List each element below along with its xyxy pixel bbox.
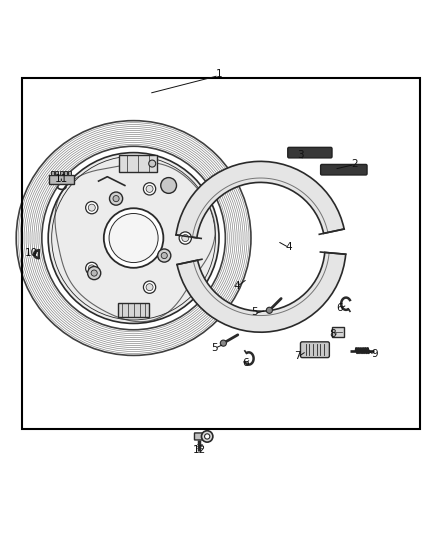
FancyBboxPatch shape xyxy=(194,433,204,440)
Bar xyxy=(55,172,58,175)
Bar xyxy=(64,172,67,175)
Circle shape xyxy=(182,235,189,241)
Bar xyxy=(60,172,63,175)
Text: 4: 4 xyxy=(286,242,293,252)
Text: 6: 6 xyxy=(336,303,343,313)
Wedge shape xyxy=(177,253,346,332)
Text: 12: 12 xyxy=(193,445,206,455)
Text: 11: 11 xyxy=(55,174,68,184)
Circle shape xyxy=(161,177,177,193)
Text: 6: 6 xyxy=(242,358,249,368)
Wedge shape xyxy=(176,161,344,238)
Circle shape xyxy=(161,253,167,259)
Circle shape xyxy=(158,249,171,262)
Circle shape xyxy=(201,431,213,442)
Text: 5: 5 xyxy=(251,308,258,318)
Circle shape xyxy=(104,208,163,268)
Text: 9: 9 xyxy=(371,349,378,359)
Circle shape xyxy=(91,270,97,276)
Bar xyxy=(118,303,149,317)
Text: 2: 2 xyxy=(351,159,358,168)
Circle shape xyxy=(86,262,98,274)
Bar xyxy=(119,155,157,172)
Bar xyxy=(68,172,71,175)
Circle shape xyxy=(146,185,153,192)
Circle shape xyxy=(86,201,98,214)
Bar xyxy=(332,327,344,336)
Circle shape xyxy=(113,196,119,201)
Circle shape xyxy=(88,204,95,211)
Text: 8: 8 xyxy=(329,329,336,340)
Circle shape xyxy=(109,214,158,263)
Circle shape xyxy=(146,284,153,290)
Circle shape xyxy=(205,434,210,439)
Circle shape xyxy=(88,266,101,280)
FancyBboxPatch shape xyxy=(288,147,332,158)
Circle shape xyxy=(143,281,155,293)
Bar xyxy=(49,175,74,184)
Circle shape xyxy=(110,192,123,205)
Text: 4: 4 xyxy=(233,281,240,291)
Circle shape xyxy=(88,265,95,272)
Bar xyxy=(51,172,54,175)
Text: 3: 3 xyxy=(297,150,304,160)
Circle shape xyxy=(148,160,155,167)
Text: 5: 5 xyxy=(211,343,218,352)
Text: 10: 10 xyxy=(25,248,38,259)
Circle shape xyxy=(143,183,155,195)
Text: 1: 1 xyxy=(215,69,223,79)
Bar xyxy=(22,78,420,429)
FancyBboxPatch shape xyxy=(321,165,367,175)
FancyBboxPatch shape xyxy=(300,342,329,358)
Circle shape xyxy=(48,152,219,324)
Circle shape xyxy=(220,340,226,346)
Circle shape xyxy=(266,307,272,313)
Text: 7: 7 xyxy=(294,351,301,361)
Circle shape xyxy=(179,232,191,244)
